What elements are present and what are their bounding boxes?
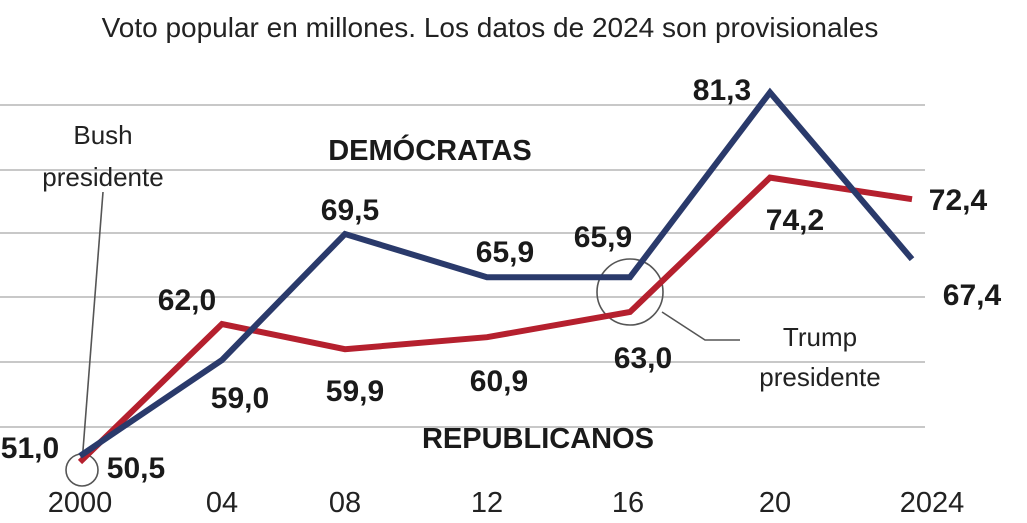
trump-leader-line: [661, 311, 740, 341]
bush-annotation-text: Bush: [73, 120, 132, 150]
republicans-value-label: 60,9: [470, 365, 528, 398]
republicans-value-label: 74,2: [766, 204, 824, 237]
x-tick-label: 04: [206, 487, 238, 519]
republicans-value-label: 72,4: [929, 184, 988, 217]
democrats-series-label: DEMÓCRATAS: [328, 133, 532, 167]
trump-annotation-text: Trump: [783, 322, 857, 352]
democrats-value-label: 67,4: [943, 279, 1002, 312]
republicans-value-label: 62,0: [158, 284, 216, 317]
democrats-value-label: 69,5: [321, 194, 379, 227]
x-tick-label: 16: [612, 487, 644, 519]
bush-annotation-text: presidente: [42, 162, 163, 192]
bush-leader-line: [81, 191, 104, 464]
democrats-value-label: 81,3: [693, 74, 751, 107]
trump-highlight-circle: [596, 258, 664, 326]
republicans-value-label: 50,5: [107, 452, 165, 485]
republicans-series-label: REPUBLICANOS: [422, 423, 654, 455]
x-tick-label: 08: [329, 487, 361, 519]
democrats-value-label: 65,9: [574, 221, 632, 254]
x-tick-label: 20: [759, 487, 791, 519]
republicans-value-label: 59,9: [326, 375, 384, 408]
trump-annotation-text: presidente: [759, 362, 880, 392]
x-tick-label: 2000: [48, 487, 113, 519]
republicans-line: [77, 174, 913, 465]
democrats-value-label: 65,9: [476, 236, 534, 269]
democrats-line: [78, 87, 915, 459]
x-tick-label: 2024: [900, 487, 965, 519]
chart-subtitle: Voto popular en millones. Los datos de 2…: [101, 12, 879, 43]
republicans-value-label: 63,0: [614, 342, 672, 375]
democrats-value-label: 59,0: [211, 382, 269, 415]
democrats-value-label: 51,0: [1, 432, 59, 465]
x-tick-label: 12: [471, 487, 503, 519]
